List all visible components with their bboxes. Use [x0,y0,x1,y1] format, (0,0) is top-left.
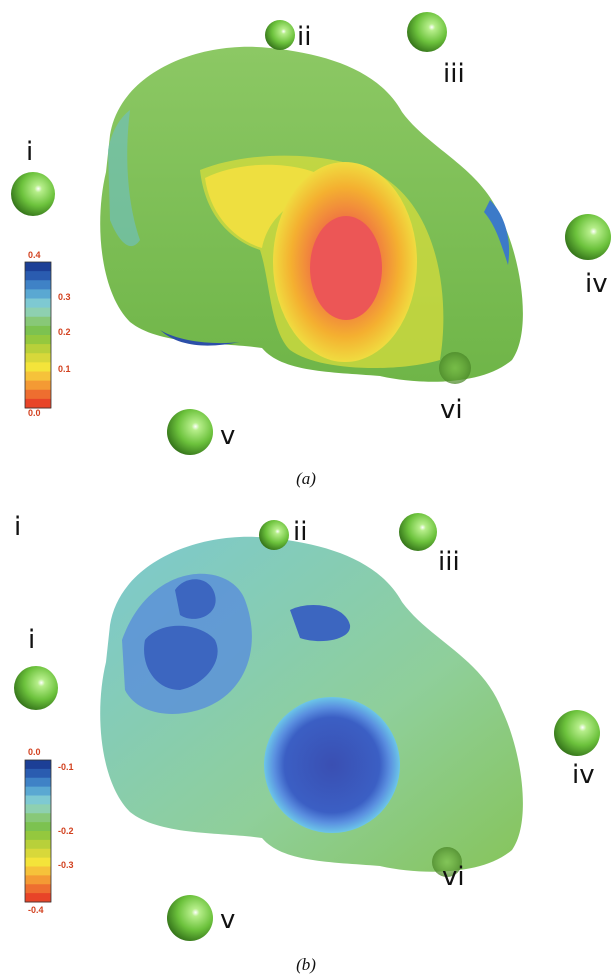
colorbar-swatch [25,371,51,382]
colorbar-swatch [25,804,51,814]
atom-label: iii [443,59,465,89]
colorbar-tick: 0.0 [28,408,41,418]
colorbar-tick: 0.3 [58,292,71,302]
colorbar [24,759,52,903]
colorbar-swatch [25,839,51,850]
colorbar-swatch [25,280,51,290]
colorbar-swatch [25,398,51,409]
atom-label: ii [293,517,307,547]
colorbar-swatch [25,316,51,327]
atom [439,352,471,384]
colorbar-swatch [25,768,51,779]
atom-label: ii [297,22,311,52]
atom-label: v [220,421,235,451]
colorbar-swatch [25,389,51,400]
colorbar-swatch [25,353,51,363]
atom [399,513,437,551]
atom-label: vi [442,862,465,892]
atom-label: iv [572,760,595,790]
caption: (b) [296,955,316,974]
atom [14,666,58,710]
colorbar-swatch [25,795,51,805]
colorbar-swatch [25,822,51,832]
colorbar-swatch [25,893,51,903]
colorbar-swatch [25,813,51,823]
atom-label: i [28,625,35,655]
colorbar-tick: 0.1 [58,364,71,374]
colorbar-tick: -0.4 [28,905,44,915]
colorbar-swatch [25,831,51,841]
colorbar-swatch [25,307,51,318]
colorbar-frame [24,759,52,903]
colorbar-swatch [25,848,51,859]
atom-label: i [14,512,21,542]
colorbar-tick: -0.3 [58,860,74,870]
colorbar-swatch [25,262,51,272]
colorbar-swatch [25,760,51,770]
atom [407,12,447,52]
colorbar-tick: -0.1 [58,762,74,772]
atom [265,20,295,50]
colorbar-swatch [25,786,51,796]
panel-b: i i ii iii iv v vi 0.0 -0.1 -0.2 -0.3 -0… [14,512,600,974]
colorbar-swatch [25,866,51,876]
colorbar-swatch [25,875,51,885]
atom-label: i [26,137,33,167]
atom [554,710,600,756]
colorbar-swatch [25,271,51,281]
colorbar-swatch [25,325,51,336]
colorbar [24,261,52,409]
atom-label: v [220,905,235,935]
cold-spot [264,697,400,833]
colorbar-swatch [25,335,51,345]
atom [167,895,213,941]
colorbar-swatch [25,777,51,788]
colorbar-swatch [25,362,51,372]
atom [432,847,462,877]
atom-label: iv [585,269,608,299]
atom [167,409,213,455]
colorbar-tick: 0.0 [28,747,41,757]
colorbar-swatch [25,884,51,894]
colorbar-swatch [25,380,51,391]
colorbar-swatch [25,857,51,867]
colorbar-tick: 0.2 [58,327,71,337]
atom [565,214,611,260]
colorbar-frame [24,261,52,409]
panel-a: i ii iii iv v vi 0.4 0.3 0.2 0.1 0.0 (a) [11,12,611,488]
caption: (a) [296,469,316,488]
atom-label: vi [440,395,463,425]
colorbar-swatch [25,298,51,309]
atom-label: iii [438,547,460,577]
colorbar-tick: 0.4 [28,250,41,260]
atom [259,520,289,550]
atom [11,172,55,216]
colorbar-swatch [25,344,51,354]
colorbar-tick: -0.2 [58,826,74,836]
colorbar-swatch [25,289,51,299]
